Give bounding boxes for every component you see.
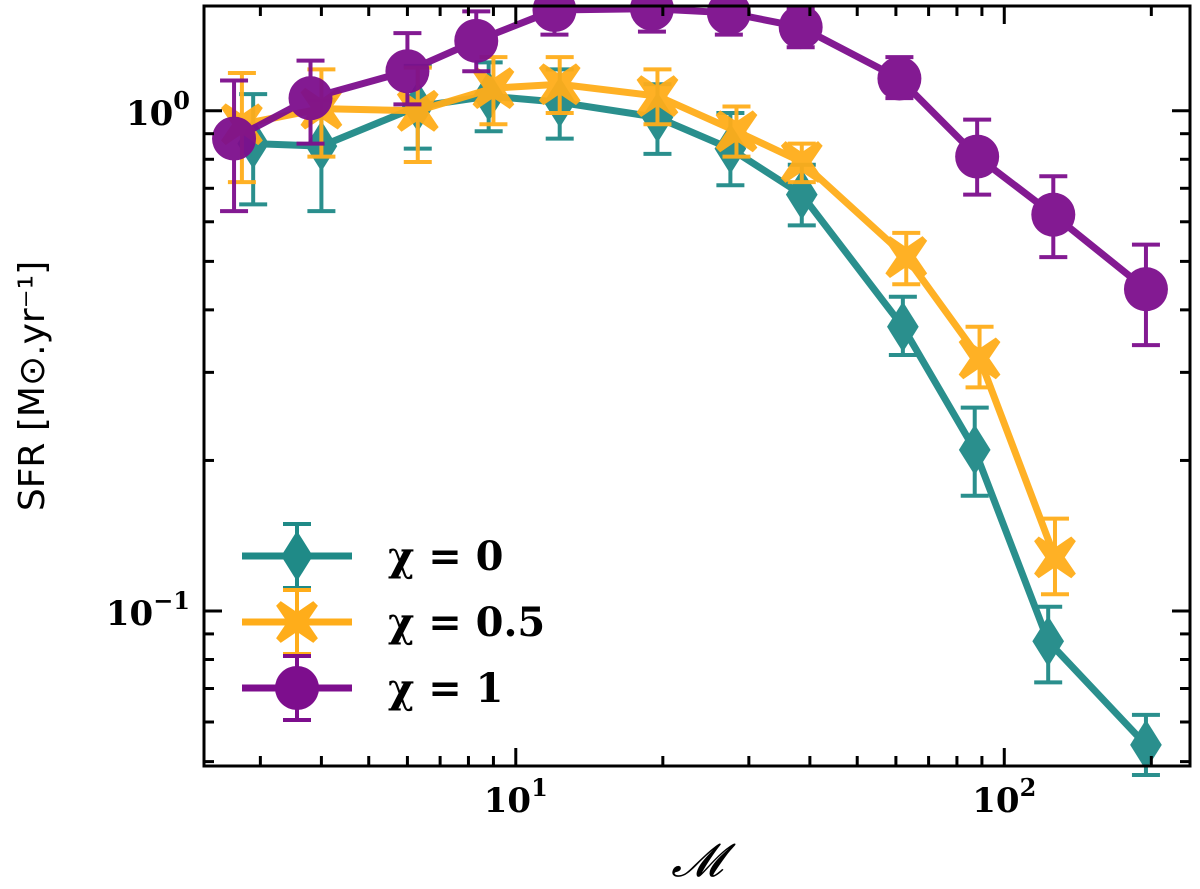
legend-label: χ = 0 [388, 533, 504, 580]
legend-item-2: χ = 1 [242, 656, 504, 720]
legend: χ = 0 χ = 0.5 χ = 1 [242, 524, 545, 720]
data-point [955, 135, 999, 179]
legend-marker [275, 666, 319, 710]
data-point [1032, 616, 1064, 667]
series-layer [212, 0, 1168, 775]
x-tick-label-exponent: 2 [1020, 773, 1037, 802]
x-tick-label-base: 10 [484, 781, 531, 821]
data-point [289, 76, 333, 120]
x-axis-label: 𝓜 [671, 833, 736, 887]
data-point [212, 117, 256, 161]
y-tick-label: 10−1 [106, 586, 190, 634]
y-tick-label-exponent: 0 [173, 86, 190, 115]
legend-marker [281, 531, 313, 582]
y-tick-label: 100 [126, 86, 190, 134]
data-point [1124, 267, 1168, 311]
y-tick-label-exponent: −1 [153, 586, 190, 615]
series-line [253, 96, 1146, 745]
legend-item-0: χ = 0 [242, 524, 504, 588]
data-point [877, 57, 921, 101]
y-axis-label: SFR [M⊙.yr⁻¹] [12, 261, 53, 511]
data-point [1031, 193, 1075, 237]
data-point [779, 5, 823, 49]
data-point [1130, 720, 1162, 771]
data-point [385, 49, 429, 93]
x-tick-label-exponent: 1 [531, 773, 548, 802]
legend-label: χ = 0.5 [388, 599, 545, 646]
y-tick-label-base: 10 [106, 594, 153, 634]
x-tick-label: 102 [972, 773, 1036, 821]
legend-item-1: χ = 0.5 [242, 590, 545, 654]
legend-label: χ = 1 [388, 665, 504, 712]
series-line [234, 9, 1146, 289]
data-point [454, 19, 498, 63]
series-0 [237, 62, 1161, 775]
x-tick-label: 101 [484, 773, 548, 821]
x-tick-label-base: 10 [972, 781, 1019, 821]
series-2 [212, 0, 1168, 345]
y-tick-label-base: 10 [126, 94, 173, 134]
